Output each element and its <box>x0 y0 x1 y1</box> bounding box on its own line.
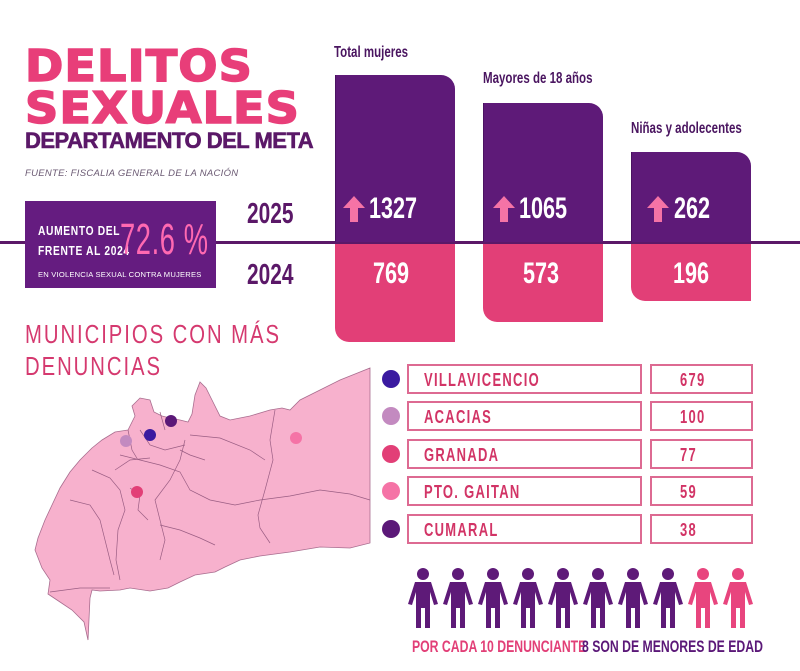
aumento-box: AUMENTO DEL FRENTE AL 2024 72.6 % EN VIO… <box>25 201 216 288</box>
aumento-percent: 72.6 % <box>120 215 209 264</box>
footer-text-part1: POR CADA 10 DENUNCIANTE <box>412 637 587 656</box>
map-marker-granada <box>131 486 143 498</box>
legend-dot-pto-gaitan <box>382 482 400 500</box>
person-icon <box>443 568 473 628</box>
municipio-name-box: PTO. GAITAN <box>407 476 642 506</box>
legend-dot-acacias <box>382 407 400 425</box>
municipio-value: 38 <box>680 520 698 540</box>
map-marker-acacias <box>120 435 132 447</box>
bar-label-ninas: Niñas y adolecentes <box>631 120 742 137</box>
municipio-value-box: 77 <box>650 439 753 469</box>
meta-department-map <box>34 367 371 641</box>
year-divider-line <box>0 241 800 244</box>
year-2024-label: 2024 <box>247 259 294 291</box>
municipio-name: GRANADA <box>424 445 500 465</box>
year-2025-label: 2025 <box>247 198 294 230</box>
person-icon <box>408 568 438 628</box>
aumento-caption: EN VIOLENCIA SEXUAL CONTRA MUJERES <box>38 270 202 279</box>
bar-2024-total-mujeres: 769 <box>335 244 455 342</box>
municipio-value-box: 100 <box>650 401 753 431</box>
municipio-name-box: VILLAVICENCIO <box>407 364 642 394</box>
value-2025-total-mujeres: 1327 <box>369 192 418 225</box>
person-icon-highlight <box>688 568 718 628</box>
subtitle: DEPARTAMENTO DEL META <box>25 128 314 154</box>
municipio-name: CUMARAL <box>424 520 499 540</box>
person-icon-highlight <box>723 568 753 628</box>
municipio-value-box: 59 <box>650 476 753 506</box>
municipio-name-box: CUMARAL <box>407 514 642 544</box>
up-arrow-icon <box>343 196 365 222</box>
up-arrow-icon <box>493 196 515 222</box>
municipio-value: 679 <box>680 370 706 390</box>
value-2024-ninas: 196 <box>673 257 710 290</box>
municipio-name-box: GRANADA <box>407 439 642 469</box>
person-icon <box>583 568 613 628</box>
municipio-value-box: 679 <box>650 364 753 394</box>
people-icon-row <box>407 568 767 630</box>
municipio-value: 100 <box>680 407 706 427</box>
map-marker-pto-gaitan <box>290 432 302 444</box>
bar-2024-ninas: 196 <box>631 244 751 301</box>
up-arrow-icon <box>647 196 669 222</box>
bar-2025-ninas: 262 <box>631 152 751 242</box>
municipio-value-box: 38 <box>650 514 753 544</box>
title-line-2: SEXUALES <box>24 83 300 134</box>
map-marker-cumaral <box>165 415 177 427</box>
source-text: FUENTE: FISCALIA GENERAL DE LA NACIÓN <box>25 168 239 179</box>
legend-dot-granada <box>382 445 400 463</box>
municipio-value: 59 <box>680 482 698 502</box>
municipio-name-box: ACACIAS <box>407 401 642 431</box>
person-icon <box>548 568 578 628</box>
municipio-value: 77 <box>680 445 698 465</box>
municipios-title-2: DENUNCIAS <box>25 351 162 381</box>
legend-dot-villavicencio <box>382 370 400 388</box>
municipio-name: VILLAVICENCIO <box>424 370 540 390</box>
bar-2025-total-mujeres: 1327 <box>335 75 455 242</box>
value-2025-ninas: 262 <box>674 192 711 225</box>
bar-label-total-mujeres: Total mujeres <box>334 44 409 61</box>
municipio-name: PTO. GAITAN <box>424 482 521 502</box>
value-2024-total-mujeres: 769 <box>373 257 410 290</box>
aumento-label-2: FRENTE AL 2024 <box>38 244 130 258</box>
map-marker-villavicencio <box>144 429 156 441</box>
value-2025-mayores: 1065 <box>519 192 568 225</box>
bar-2025-mayores: 1065 <box>483 103 603 242</box>
value-2024-mayores: 573 <box>523 257 560 290</box>
municipio-name: ACACIAS <box>424 407 493 427</box>
aumento-label-1: AUMENTO DEL <box>38 224 121 238</box>
municipios-title-1: MUNICIPIOS CON MÁS <box>25 319 281 349</box>
bar-2024-mayores: 573 <box>483 244 603 322</box>
person-icon <box>653 568 683 628</box>
bar-label-mayores: Mayores de 18 años <box>483 70 593 87</box>
footer-text-part2: 8 SON DE MENORES DE EDAD <box>582 637 763 656</box>
person-icon <box>513 568 543 628</box>
legend-dot-cumaral <box>382 520 400 538</box>
person-icon <box>478 568 508 628</box>
person-icon <box>618 568 648 628</box>
title-line-1: DELITOS <box>24 41 253 92</box>
